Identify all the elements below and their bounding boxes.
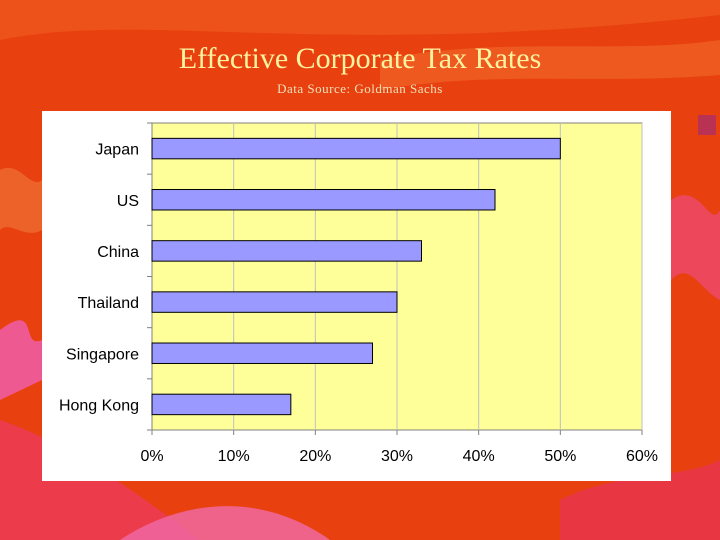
- x-tick-label: 20%: [299, 448, 331, 465]
- category-label: Japan: [95, 142, 139, 159]
- slide-title: Effective Corporate Tax Rates: [178, 42, 542, 75]
- bar-us: [151, 189, 496, 211]
- bar-chart: 0% 10% 20% 30% 40% 50% 60% Japan US China Thailand…: [59, 122, 658, 465]
- x-tick-label: 0%: [140, 448, 163, 465]
- bar-singapore: [151, 342, 373, 364]
- chart-panel: 0% 10% 20% 30% 40% 50% 60% Japan US China Thailand…: [42, 111, 671, 481]
- x-tick-label: 30%: [381, 448, 413, 465]
- x-tick-label: 10%: [218, 448, 250, 465]
- category-label: China: [97, 244, 139, 261]
- bar-thailand: [151, 291, 398, 313]
- bar-japan: [151, 137, 561, 160]
- x-tick-label: 40%: [463, 448, 495, 465]
- category-label: US: [117, 193, 139, 210]
- x-tick-label: 50%: [544, 448, 576, 465]
- bar-china: [151, 240, 422, 262]
- bar-hong-kong: [151, 393, 292, 416]
- slide-subtitle: Data Source: Goldman Sachs: [277, 81, 443, 96]
- category-label: Thailand: [78, 295, 139, 312]
- category-label: Singapore: [66, 346, 139, 363]
- x-tick-label: 60%: [626, 448, 658, 465]
- category-label: Hong Kong: [59, 397, 139, 414]
